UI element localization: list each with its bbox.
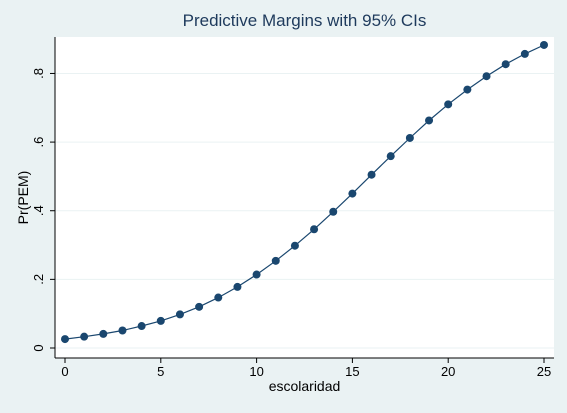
y-tick-label: .8 bbox=[31, 68, 46, 79]
series-layer bbox=[61, 40, 548, 344]
data-point bbox=[118, 326, 127, 335]
y-tick-label: 0 bbox=[31, 344, 46, 351]
y-tick-label: .6 bbox=[31, 137, 46, 148]
axes: 0 .2 .4 .6 .8 0 5 10 15 20 25 bbox=[31, 37, 554, 379]
data-point bbox=[367, 170, 376, 179]
data-point bbox=[156, 316, 165, 325]
data-point bbox=[195, 302, 204, 311]
data-point bbox=[271, 256, 280, 265]
data-point bbox=[99, 329, 108, 338]
data-point bbox=[482, 72, 491, 81]
data-point bbox=[425, 116, 434, 125]
data-point bbox=[444, 100, 453, 109]
data-point bbox=[463, 85, 472, 94]
data-point bbox=[233, 282, 242, 291]
data-point bbox=[501, 60, 510, 69]
grid-lines bbox=[55, 72, 554, 349]
plot-area bbox=[55, 37, 554, 358]
y-tick-label: .4 bbox=[31, 205, 46, 216]
y-axis-label: Pr(PEM) bbox=[15, 171, 31, 225]
x-tick-label: 0 bbox=[61, 364, 68, 379]
x-tick-label: 25 bbox=[537, 364, 551, 379]
data-point bbox=[137, 322, 146, 331]
x-axis-label: escolaridad bbox=[269, 378, 341, 394]
x-tick-label: 10 bbox=[249, 364, 263, 379]
x-tick-label: 20 bbox=[441, 364, 455, 379]
data-point bbox=[310, 225, 319, 234]
data-point bbox=[540, 40, 548, 49]
x-tick-label: 15 bbox=[345, 364, 359, 379]
data-point bbox=[520, 49, 529, 58]
x-tick-label: 5 bbox=[157, 364, 164, 379]
data-point bbox=[348, 189, 357, 198]
chart-title: Predictive Margins with 95% CIs bbox=[183, 11, 427, 30]
data-point bbox=[80, 332, 89, 341]
data-point bbox=[252, 270, 261, 279]
data-point bbox=[329, 207, 338, 216]
data-point bbox=[175, 310, 184, 319]
data-point bbox=[386, 152, 395, 161]
data-point bbox=[214, 293, 223, 302]
data-point bbox=[405, 133, 414, 142]
y-tick-label: .2 bbox=[31, 274, 46, 285]
data-point bbox=[61, 335, 69, 344]
data-point bbox=[290, 241, 299, 250]
